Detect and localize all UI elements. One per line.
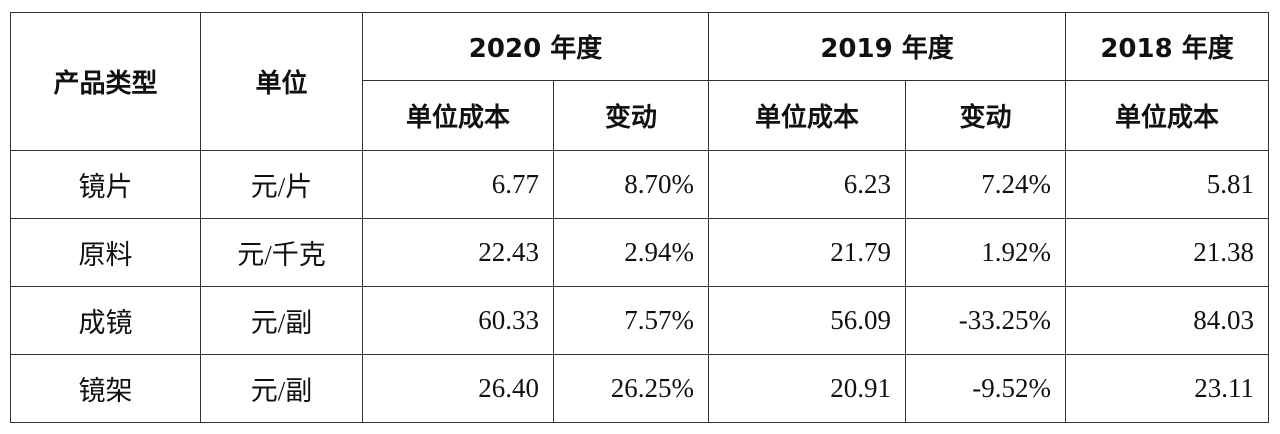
header-cell: 2018 年度	[1065, 12, 1270, 81]
data-cell: 成镜	[10, 286, 201, 355]
data-cell: 元/片	[200, 150, 363, 219]
data-row: 镜片 元/片 6.77 8.70% 6.23 7.24% 5.81	[10, 150, 1270, 219]
subheader-cell: 单位成本	[708, 80, 907, 151]
table-body: 产品类型 单位 2020 年度 2019 年度 2018 年度 单位成本 变动 单位成本 变动单…	[10, 12, 1270, 423]
data-cell: 26.25%	[552, 354, 710, 423]
data-cell: -9.52%	[905, 354, 1067, 423]
data-cell: 7.57%	[552, 286, 710, 355]
data-cell: 1.92%	[905, 218, 1067, 287]
data-cell: 元/副	[200, 286, 363, 355]
header-row: 产品类型 单位 2020 年度 2019 年度 2018 年度	[10, 12, 1270, 151]
data-cell: 26.40	[362, 354, 554, 423]
data-cell: 6.23	[708, 150, 907, 219]
data-cell: 7.24%	[905, 150, 1067, 219]
data-cell: 84.03	[1065, 286, 1270, 355]
table-wrapper: 产品类型 单位 2020 年度 2019 年度 2018 年度 单位成本 变动 单位成本 变动单…	[10, 12, 1270, 423]
header-cell: 单位	[200, 12, 363, 151]
data-cell: 原料	[10, 218, 201, 287]
data-cell: 6.77	[362, 150, 554, 219]
data-cell: 元/千克	[200, 218, 363, 287]
data-cell: 21.79	[708, 218, 907, 287]
subheader-cell: 单位成本	[1065, 80, 1270, 151]
data-row: 镜架 元/副 26.40 26.25% 20.91 -9.52% 23.11	[10, 354, 1270, 423]
data-cell: 镜架	[10, 354, 201, 423]
data-row: 成镜 元/副 60.33 7.57% 56.09 -33.25% 84.03	[10, 286, 1270, 355]
header-cell: 2020 年度	[361, 12, 710, 81]
subheader-cell: 变动	[905, 80, 1067, 151]
data-cell: 21.38	[1065, 218, 1270, 287]
data-cell: 2.94%	[552, 218, 710, 287]
data-cell: 22.43	[362, 218, 554, 287]
data-cell: 8.70%	[552, 150, 710, 219]
data-cell: 5.81	[1065, 150, 1270, 219]
subheader-cell: 单位成本	[362, 80, 554, 151]
data-cell: -33.25%	[905, 286, 1067, 355]
data-cell: 20.91	[708, 354, 907, 423]
data-cell: 镜片	[10, 150, 201, 219]
subheader-cell: 变动	[552, 80, 710, 151]
data-row: 原料 元/千克 22.43 2.94% 21.79 1.92% 21.38	[10, 218, 1270, 287]
header-cell: 产品类型	[10, 12, 201, 151]
header-cell: 2019 年度	[708, 12, 1067, 81]
data-cell: 60.33	[362, 286, 554, 355]
cost-table: 产品类型 单位 2020 年度 2019 年度 2018 年度 单位成本 变动 单位成本 变动单…	[10, 12, 1270, 423]
data-cell: 56.09	[708, 286, 907, 355]
data-cell: 23.11	[1065, 354, 1270, 423]
data-cell: 元/副	[200, 354, 363, 423]
